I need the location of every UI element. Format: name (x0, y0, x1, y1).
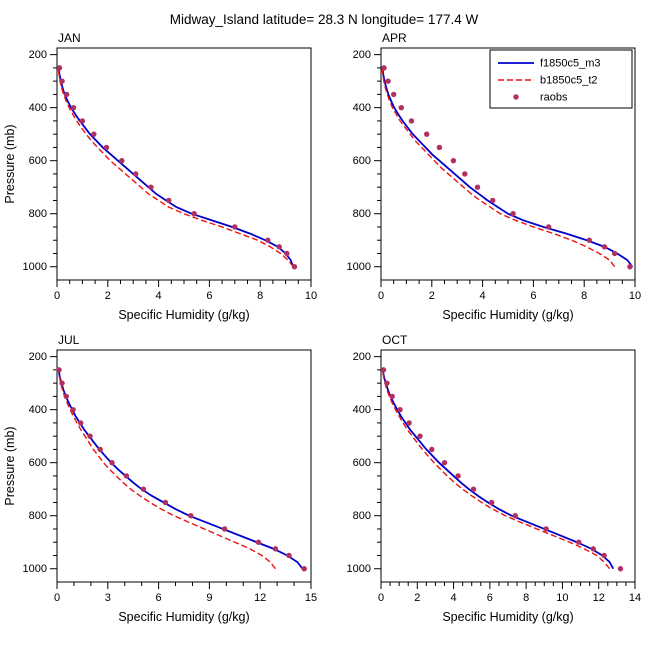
svg-text:1000: 1000 (347, 563, 371, 575)
svg-text:200: 200 (29, 351, 47, 363)
svg-text:12: 12 (593, 592, 605, 604)
svg-text:10: 10 (305, 290, 317, 302)
svg-text:6: 6 (530, 290, 536, 302)
svg-text:b1850c5_t2: b1850c5_t2 (540, 75, 598, 87)
svg-text:OCT: OCT (382, 333, 408, 347)
panel-jan: 200 400 600 800 1000 0 2 4 6 8 10 JAN Specific Humid… (0, 26, 324, 328)
chart-svg-apr: 200 400 600 800 1000 0 2 4 6 8 10 APR Specific Humid… (347, 31, 642, 322)
svg-text:800: 800 (353, 510, 371, 522)
svg-text:10: 10 (629, 290, 641, 302)
svg-text:Pressure (mb): Pressure (mb) (3, 426, 17, 505)
chart-svg-oct: 200 400 600 800 1000 0 2 4 6 8 10 12 14 OCT Specific H… (347, 333, 642, 624)
panel-apr: 200 400 600 800 1000 0 2 4 6 8 10 APR Specific Humid… (324, 26, 648, 328)
svg-text:12: 12 (254, 592, 266, 604)
svg-text:0: 0 (54, 592, 60, 604)
panel-jul: 200 400 600 800 1000 0 3 6 9 12 15 JUL Specific Humi… (0, 328, 324, 630)
svg-text:15: 15 (305, 592, 317, 604)
panel-grid: 200 400 600 800 1000 0 2 4 6 8 10 JAN Specific Humid… (0, 26, 648, 630)
svg-text:4: 4 (451, 592, 457, 604)
svg-text:Specific Humidity (g/kg): Specific Humidity (g/kg) (442, 308, 573, 322)
svg-text:2: 2 (105, 290, 111, 302)
svg-text:JAN: JAN (58, 31, 81, 45)
svg-text:600: 600 (29, 155, 47, 167)
svg-text:8: 8 (523, 592, 529, 604)
chart-svg-jul: 200 400 600 800 1000 0 3 6 9 12 15 JUL Specific Humi… (3, 333, 317, 624)
svg-text:APR: APR (382, 31, 407, 45)
svg-text:9: 9 (206, 592, 212, 604)
svg-text:0: 0 (54, 290, 60, 302)
svg-text:200: 200 (353, 49, 371, 61)
svg-text:6: 6 (487, 592, 493, 604)
svg-text:400: 400 (353, 404, 371, 416)
svg-text:8: 8 (581, 290, 587, 302)
svg-text:6: 6 (206, 290, 212, 302)
svg-text:600: 600 (353, 457, 371, 469)
svg-text:400: 400 (29, 404, 47, 416)
svg-text:Specific Humidity (g/kg): Specific Humidity (g/kg) (118, 610, 249, 624)
svg-text:4: 4 (156, 290, 162, 302)
svg-text:1000: 1000 (347, 261, 371, 273)
svg-text:6: 6 (156, 592, 162, 604)
svg-text:10: 10 (556, 592, 568, 604)
svg-text:3: 3 (105, 592, 111, 604)
svg-text:1000: 1000 (23, 261, 47, 273)
svg-text:400: 400 (353, 102, 371, 114)
svg-text:2: 2 (414, 592, 420, 604)
svg-text:1000: 1000 (23, 563, 47, 575)
svg-text:0: 0 (378, 592, 384, 604)
svg-text:Specific Humidity (g/kg): Specific Humidity (g/kg) (118, 308, 249, 322)
svg-text:2: 2 (429, 290, 435, 302)
svg-text:f1850c5_m3: f1850c5_m3 (540, 58, 601, 70)
svg-text:0: 0 (378, 290, 384, 302)
svg-text:Pressure (mb): Pressure (mb) (3, 124, 17, 203)
svg-text:4: 4 (480, 290, 486, 302)
svg-text:600: 600 (353, 155, 371, 167)
svg-text:800: 800 (353, 208, 371, 220)
svg-text:Specific Humidity (g/kg): Specific Humidity (g/kg) (442, 610, 573, 624)
svg-text:600: 600 (29, 457, 47, 469)
svg-text:800: 800 (29, 208, 47, 220)
chart-title: Midway_Island latitude= 28.3 N longitude… (169, 12, 479, 27)
chart-svg-jan: 200 400 600 800 1000 0 2 4 6 8 10 JAN Specific Humid… (3, 31, 317, 322)
svg-text:raobs: raobs (540, 92, 568, 104)
svg-text:8: 8 (257, 290, 263, 302)
svg-text:800: 800 (29, 510, 47, 522)
panel-oct: 200 400 600 800 1000 0 2 4 6 8 10 12 14 OCT Specific H… (324, 328, 648, 630)
svg-text:JUL: JUL (58, 333, 80, 347)
svg-text:400: 400 (29, 102, 47, 114)
svg-text:14: 14 (629, 592, 641, 604)
svg-text:200: 200 (29, 49, 47, 61)
svg-text:200: 200 (353, 351, 371, 363)
